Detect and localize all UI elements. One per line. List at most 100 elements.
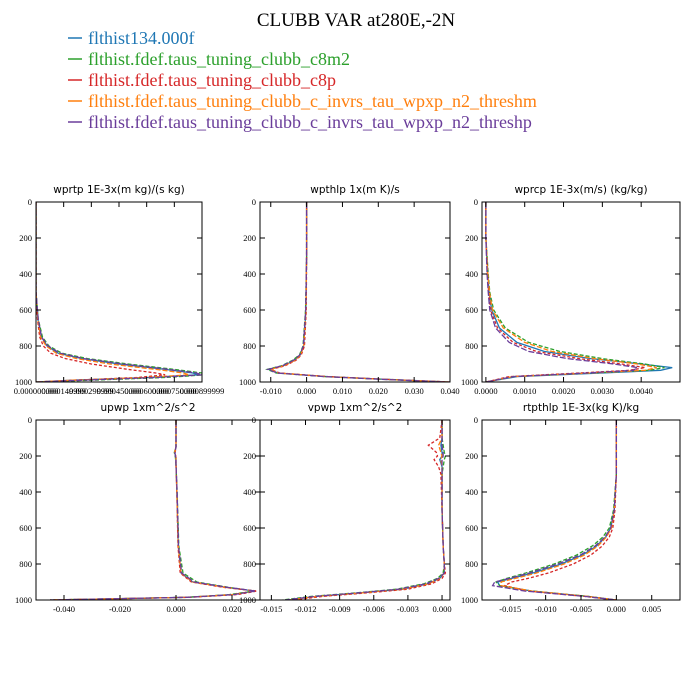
chart-panel: wprcp 1E-3x(m/s) (kg/kg) 0 200 400 600 800 100… (461, 184, 681, 396)
x-tick-label: 0.030 (405, 386, 424, 396)
x-tick-label: -0.015 (260, 604, 282, 614)
series-line (265, 202, 447, 382)
chart-panel: upwp 1xm^2/s^2 0 200 400 600 800 1000 -0.040 -0.… (15, 402, 261, 614)
x-tick-label: 0.000750000 (152, 386, 197, 396)
x-tick-label: 0.000149999 (41, 386, 86, 396)
chart-panel: vpwp 1xm^2/s^2 0 200 400 600 800 1000 -0.015 -0.… (239, 402, 452, 614)
series-group (491, 420, 618, 600)
x-tick-label: 0.0030 (591, 386, 614, 396)
x-tick-label: -0.012 (295, 604, 317, 614)
x-tick-label: -0.003 (397, 604, 419, 614)
series-group (485, 202, 673, 382)
series-group (36, 202, 202, 382)
legend-label: flthist134.000f (88, 28, 195, 48)
y-tick-label: 1000 (15, 377, 32, 387)
series-line (49, 420, 255, 600)
y-tick-label: 200 (243, 451, 256, 461)
y-tick-label: 800 (465, 559, 478, 569)
y-tick-label: 200 (465, 233, 478, 243)
series-line (500, 420, 618, 600)
x-tick-label: 0.0000 (474, 386, 497, 396)
y-tick-label: 0 (252, 415, 256, 425)
series-line (485, 202, 657, 382)
chart-panel: wpthlp 1x(m K)/s 0 200 400 600 800 1000 -0.010 0… (239, 184, 460, 396)
y-tick-label: 0 (252, 197, 256, 207)
x-tick-label: 0.010 (333, 386, 352, 396)
x-tick-label: 0.0020 (552, 386, 575, 396)
series-line (491, 420, 618, 600)
series-line (49, 420, 255, 600)
y-tick-label: 0 (474, 415, 478, 425)
y-tick-label: 400 (243, 487, 256, 497)
x-tick-label: 0.000450000 (97, 386, 142, 396)
y-tick-label: 0 (28, 415, 32, 425)
x-tick-label: 0.000 (607, 604, 626, 614)
y-tick-label: 200 (243, 233, 256, 243)
series-line (294, 420, 447, 600)
y-tick-label: 1000 (15, 595, 32, 605)
series-line (265, 202, 447, 382)
series-line (496, 420, 618, 600)
x-tick-label: -0.020 (109, 604, 131, 614)
series-line (282, 420, 447, 600)
plot-frame (481, 419, 681, 601)
y-tick-label: 400 (465, 487, 478, 497)
y-tick-label: 0 (474, 197, 478, 207)
plot-frame (35, 419, 261, 601)
legend-label: flthist.fdef.taus_tuning_clubb_c8m2 (88, 49, 350, 69)
series-group (282, 420, 447, 600)
legend-label: flthist.fdef.taus_tuning_clubb_c_invrs_t… (88, 112, 532, 132)
y-tick-label: 400 (243, 269, 256, 279)
series-line (485, 202, 639, 382)
y-tick-label: 200 (19, 451, 32, 461)
series-line (485, 202, 673, 382)
x-tick-label: 0.020 (222, 604, 241, 614)
y-tick-label: 800 (243, 559, 256, 569)
x-tick-label: 0.000 (166, 604, 185, 614)
x-tick-label: -0.010 (260, 386, 282, 396)
y-tick-label: 600 (465, 305, 478, 315)
y-tick-label: 600 (465, 523, 478, 533)
x-tick-label: -0.040 (53, 604, 75, 614)
plot-frame (259, 419, 451, 601)
y-tick-label: 1000 (239, 377, 256, 387)
y-tick-label: 600 (19, 305, 32, 315)
series-line (288, 420, 445, 600)
x-tick-label: -0.010 (535, 604, 557, 614)
legend-label: flthist.fdef.taus_tuning_clubb_c_invrs_t… (88, 91, 537, 111)
series-line (284, 420, 445, 600)
y-tick-label: 600 (243, 305, 256, 315)
y-tick-label: 800 (465, 341, 478, 351)
x-tick-label: 0.0040 (629, 386, 652, 396)
y-tick-label: 0 (28, 197, 32, 207)
x-tick-label: 0.000000000 (14, 386, 59, 396)
chart-panel: rtpthlp 1E-3x(kg K)/kg 0 200 400 600 800 1000 -… (461, 402, 681, 614)
series-line (494, 420, 618, 600)
series-line (36, 202, 190, 382)
panel-title: wprcp 1E-3x(m/s) (kg/kg) (514, 184, 647, 196)
y-tick-label: 200 (19, 233, 32, 243)
x-tick-label: 0.000600000 (124, 386, 169, 396)
panel-title: wpthlp 1x(m K)/s (310, 184, 400, 196)
x-tick-label: 0.000899999 (180, 386, 225, 396)
y-tick-label: 1000 (239, 595, 256, 605)
y-tick-label: 1000 (461, 377, 478, 387)
figure-title: CLUBB VAR at280E,-2N (257, 10, 456, 31)
series-line (49, 420, 258, 600)
legend-label: flthist.fdef.taus_tuning_clubb_c8p (88, 70, 336, 90)
x-tick-label: 0.020 (369, 386, 388, 396)
x-tick-label: 0.000299999 (69, 386, 114, 396)
y-tick-label: 800 (19, 559, 32, 569)
x-tick-label: -0.009 (329, 604, 351, 614)
y-tick-label: 600 (19, 523, 32, 533)
legend: flthist134.000fflthist.fdef.taus_tuning_… (68, 28, 537, 132)
panel-title: wprtp 1E-3x(m kg)/(s kg) (53, 184, 184, 196)
x-tick-label: 0.040 (440, 386, 459, 396)
series-line (288, 420, 445, 600)
x-tick-label: -0.015 (499, 604, 521, 614)
series-group (265, 202, 450, 382)
series-line (268, 202, 449, 382)
series-line (502, 420, 618, 600)
panels: wprtp 1E-3x(m kg)/(s kg) 0 200 400 600 800 100… (14, 184, 681, 614)
